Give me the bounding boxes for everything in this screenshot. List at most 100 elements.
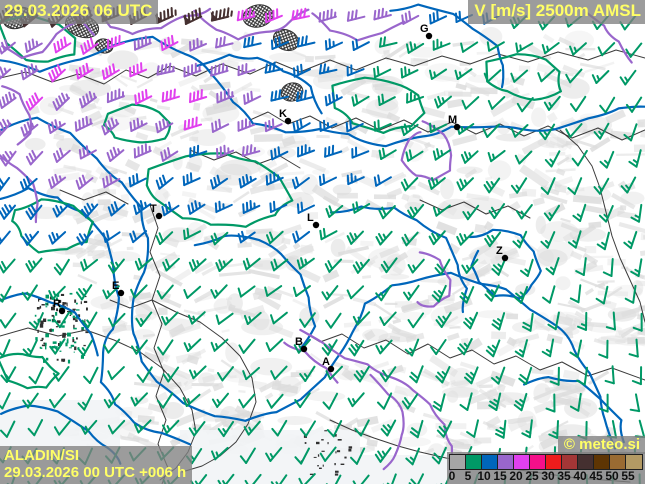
wind-barb [80,419,98,435]
wind-barb [484,284,500,302]
wind-barb [461,258,479,274]
wind-barb [319,227,338,241]
colorbar-tick: 20 [509,469,523,483]
wind-barb [375,230,393,246]
wind-barb [487,149,506,163]
wind-barb [0,366,17,383]
wind-barb [346,285,365,300]
wind-barb [569,392,582,412]
wind-barb [271,419,288,437]
wind-barb [49,338,66,355]
wind-barb [406,91,425,104]
colorbar-swatch [578,455,594,469]
wind-barb [407,312,425,329]
wind-barb [405,149,424,162]
wind-barb [77,339,94,357]
wind-barb [237,118,256,132]
wind-barb [80,37,99,55]
wind-barb [565,68,583,84]
wind-barb [243,90,262,105]
wind-barb [623,231,638,250]
wind-barb [407,203,425,219]
wind-barb [182,393,201,407]
wind-barb [431,284,447,303]
wind-barb [243,420,261,436]
wind-barb [322,392,339,410]
wind-barb [401,10,420,25]
wind-barb [75,174,94,190]
wind-barb [432,204,451,217]
wind-barb [156,284,174,300]
wind-barb [292,230,311,244]
wind-barb [464,366,479,385]
wind-barb [25,149,44,166]
wind-barb [319,119,338,132]
wind-barb [217,420,235,438]
wind-barb [211,118,230,133]
wind-barb [486,41,505,52]
wind-barb [491,258,507,276]
colorbar-tick-labels: 0 5 10 15 20 25 30 35 40 45 50 55 [449,470,643,483]
wind-barb [404,338,420,357]
wind-barb [403,284,420,301]
wind-barb [189,365,207,380]
colorbar-swatch [466,455,482,469]
wind-barb [318,8,337,23]
wind-barb [373,174,392,187]
wind-barb [456,231,474,246]
wind-barb [188,421,206,437]
wind-barb [102,285,120,300]
wind-barb [183,285,202,299]
wind-barb [189,37,207,52]
wind-barb [488,203,506,220]
wind-barb [136,366,153,383]
wind-barb [161,201,180,217]
wind-barb [346,64,365,77]
wind-barb [379,311,397,326]
wind-barb [319,446,337,462]
wind-barb [348,339,365,357]
wind-barb [79,91,97,109]
wind-barb [266,230,284,245]
wind-barb [75,62,94,80]
wind-barb [625,96,643,113]
wind-barb [623,123,638,142]
wind-barb [400,123,419,136]
wind-barb [510,124,529,138]
wind-barb [291,176,310,190]
wind-barb [22,339,38,357]
wind-barb [183,116,202,131]
wind-barb [325,474,342,484]
wind-barb [21,284,38,301]
wind-barb [625,42,643,58]
wind-barb [401,393,419,410]
wind-barb [591,70,610,84]
wind-barb [549,366,560,386]
wind-barb [540,231,556,249]
wind-barb [107,201,126,217]
wind-barb [483,69,502,83]
wind-barb [0,91,17,109]
wind-barb [598,205,614,223]
wind-barb [408,473,424,484]
wind-barb [318,63,338,75]
city-marker: K [279,108,292,125]
wind-barb [0,39,16,55]
wind-barb [102,230,121,243]
wind-barb [0,176,11,192]
wind-barb [630,203,643,223]
wind-barb [0,66,12,80]
wind-barb [345,120,364,133]
city-label: R [53,298,61,310]
wind-barb [602,258,614,277]
wind-barb [53,311,70,329]
wind-barb [326,420,343,438]
wind-barb [20,63,39,81]
wind-barb [595,285,609,305]
wind-barb [107,258,125,274]
wind-barb [270,89,289,102]
wind-barb [48,231,67,245]
wind-barb [325,365,343,380]
wind-barb [350,447,366,465]
wind-barb [210,338,229,352]
